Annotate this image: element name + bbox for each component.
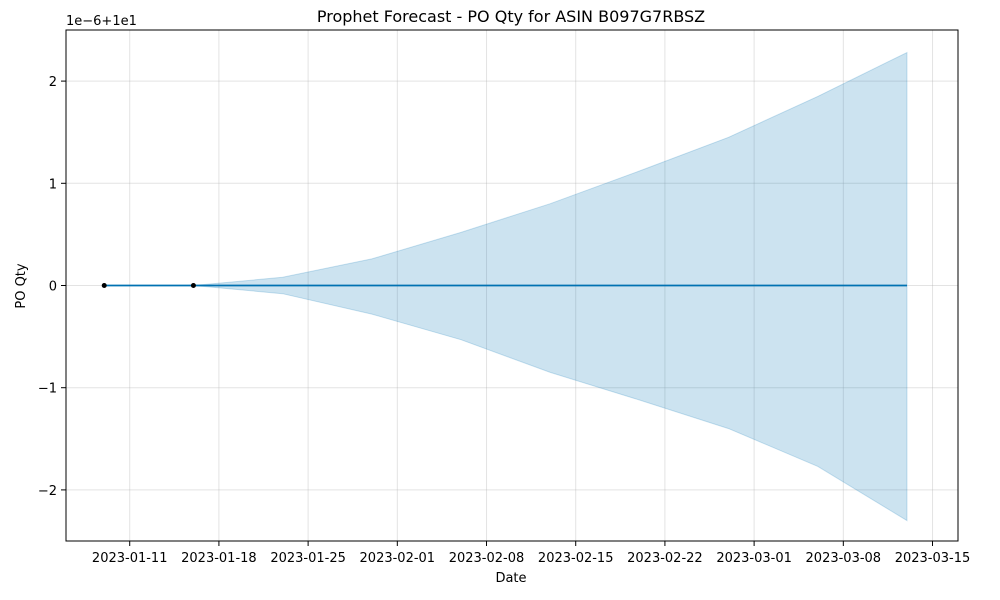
x-tick-label: 2023-03-01 — [716, 551, 792, 566]
x-tick-label: 2023-02-08 — [449, 551, 525, 566]
observed-point — [101, 283, 107, 288]
x-tick-label: 2023-01-11 — [92, 551, 168, 566]
x-tick-label: 2023-02-15 — [538, 551, 614, 566]
y-tick-label: −1 — [38, 382, 57, 397]
x-tick-label: 2023-01-25 — [270, 551, 346, 566]
y-axis: −2 −1 0 1 2 — [38, 75, 66, 499]
x-axis: 2023-01-11 2023-01-18 2023-01-25 2023-02-01… — [92, 541, 970, 566]
y-tick-label: 1 — [49, 177, 57, 192]
y-tick-label: −2 — [38, 484, 57, 499]
y-axis-label: PO Qty — [14, 263, 29, 309]
uncertainty-band-area — [104, 51, 908, 522]
y-tick-label: 0 — [49, 280, 57, 295]
observed-point — [190, 283, 196, 288]
x-tick-label: 2023-02-22 — [627, 551, 703, 566]
x-axis-label: Date — [495, 571, 526, 586]
x-tick-label: 2023-03-08 — [806, 551, 882, 566]
chart-title: Prophet Forecast - PO Qty for ASIN B097G… — [317, 7, 705, 26]
observed-points — [101, 283, 196, 288]
x-tick-label: 2023-02-01 — [360, 551, 436, 566]
y-tick-label: 2 — [49, 75, 57, 90]
uncertainty-band — [104, 51, 908, 522]
y-offset-label: 1e−6+1e1 — [66, 14, 137, 29]
x-tick-label: 2023-01-18 — [181, 551, 257, 566]
x-tick-label: 2023-03-15 — [895, 551, 971, 566]
